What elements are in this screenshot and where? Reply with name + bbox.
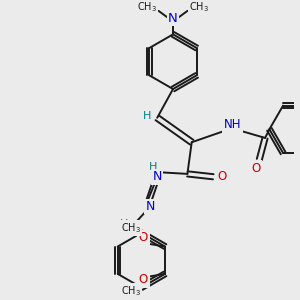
Text: CH$_3$: CH$_3$ [189,0,209,14]
Text: H: H [149,162,157,172]
Text: CH$_3$: CH$_3$ [121,284,140,298]
Text: N: N [168,12,178,25]
Text: N: N [152,170,162,183]
Text: O: O [139,231,148,244]
Text: CH$_3$: CH$_3$ [121,221,140,235]
Text: CH$_3$: CH$_3$ [137,0,157,14]
Text: O: O [217,170,226,183]
Text: N: N [145,200,155,213]
Text: H: H [120,219,128,229]
Text: O: O [139,273,148,286]
Text: NH: NH [224,118,241,131]
Text: H: H [143,111,151,122]
Text: O: O [252,162,261,175]
